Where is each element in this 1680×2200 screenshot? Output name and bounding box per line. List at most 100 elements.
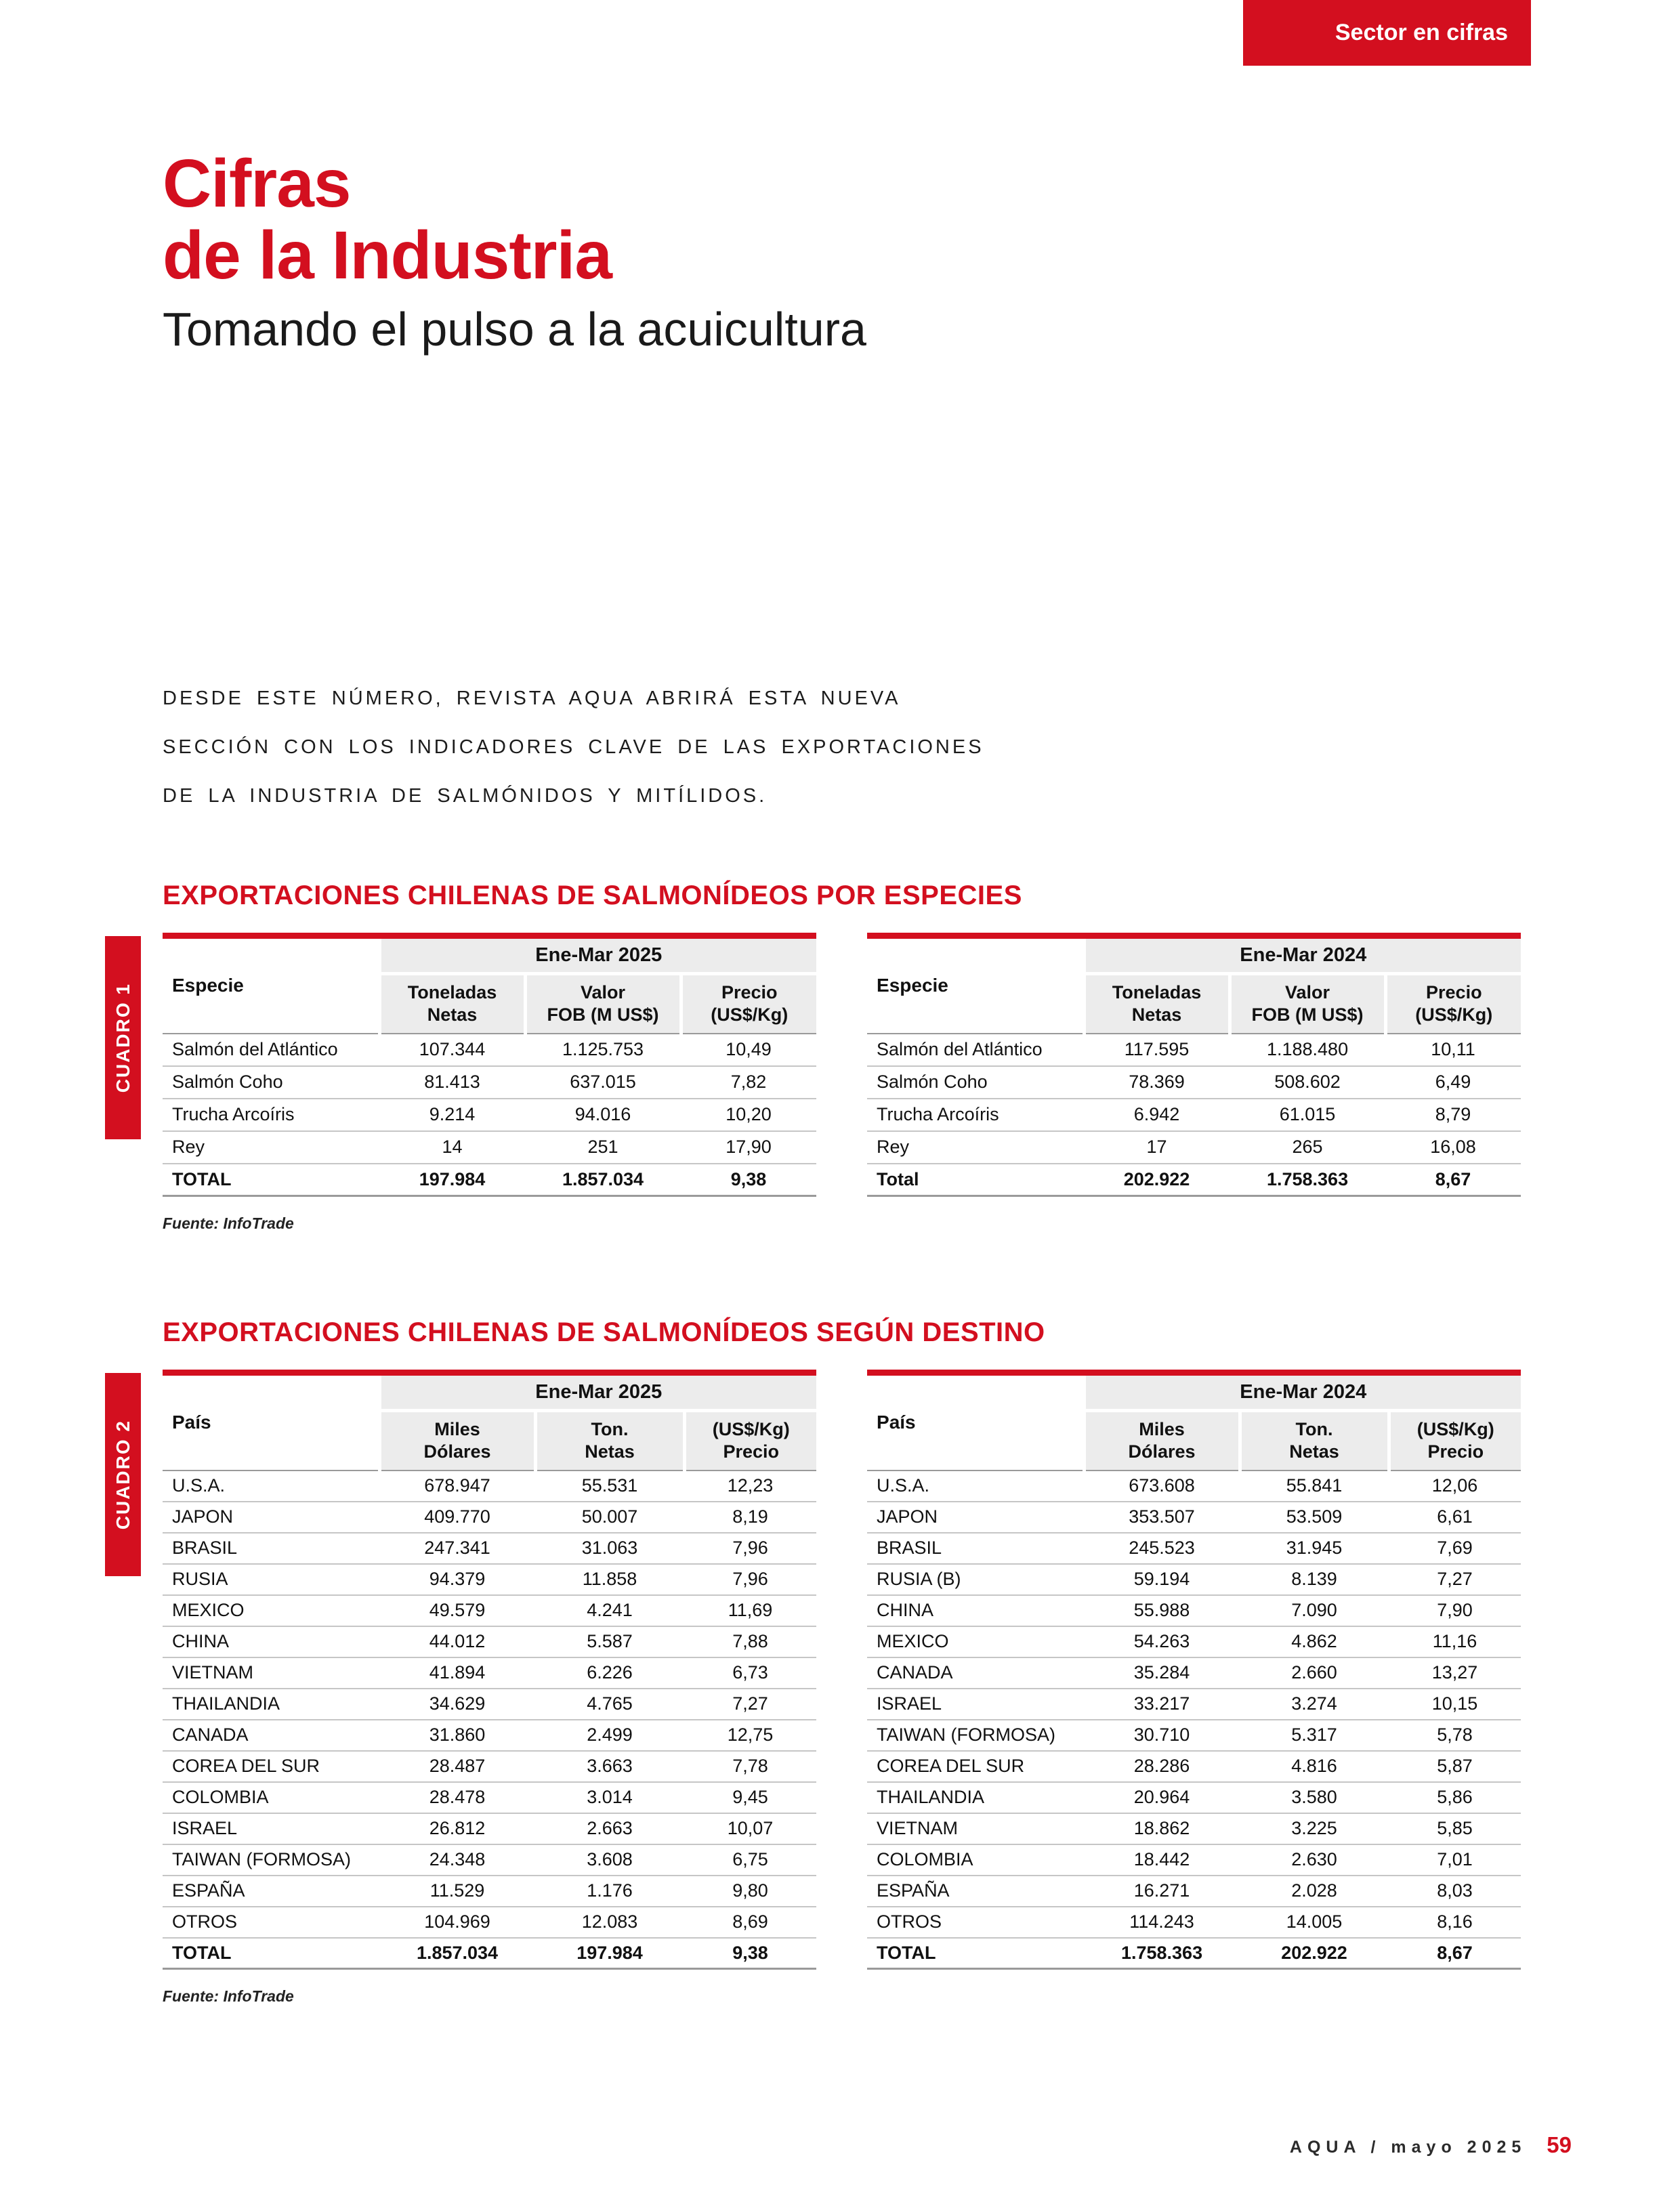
row-label-cell: COLOMBIA — [867, 1844, 1085, 1876]
value-cell: 33.217 — [1084, 1688, 1240, 1720]
table-row: THAILANDIA 20.964 3.580 5,86 — [867, 1781, 1521, 1814]
value-cell: 20.964 — [1084, 1781, 1240, 1814]
table-row: RUSIA 94.379 11.858 7,96 — [163, 1563, 817, 1596]
table-row: TAIWAN (FORMOSA) 30.710 5.317 5,78 — [867, 1719, 1521, 1752]
table-row: COREA DEL SUR 28.487 3.663 7,78 — [163, 1750, 817, 1783]
table-row: JAPON 409.770 50.007 8,19 — [163, 1501, 817, 1533]
value-cell: 17,90 — [681, 1130, 817, 1164]
value-cell: 508.602 — [1230, 1065, 1386, 1099]
row-label-cell: Salmón Coho — [163, 1065, 379, 1099]
value-cell: 8,79 — [1385, 1098, 1521, 1132]
value-cell: 10,15 — [1389, 1688, 1521, 1720]
row-label-cell: CHINA — [163, 1626, 379, 1658]
section-badge-label: Sector en cifras — [1335, 20, 1508, 45]
value-cell: 5,85 — [1389, 1813, 1521, 1845]
table-row: OTROS 104.969 12.083 8,69 — [163, 1906, 817, 1939]
value-cell: 55.531 — [535, 1470, 684, 1502]
value-cell: 7,69 — [1389, 1532, 1521, 1565]
table-row: U.S.A. 673.608 55.841 12,06 — [867, 1470, 1521, 1502]
value-cell: 265 — [1230, 1130, 1386, 1164]
table-row: Salmón del Atlántico 117.595 1.188.480 10,1… — [867, 1033, 1521, 1067]
value-cell: 7,27 — [684, 1688, 817, 1720]
table-row: BRASIL 247.341 31.063 7,96 — [163, 1532, 817, 1565]
value-cell: 8,16 — [1389, 1906, 1521, 1939]
value-cell: 197.984 — [535, 1937, 684, 1970]
table-row: ESPAÑA 11.529 1.176 9,80 — [163, 1875, 817, 1907]
value-cell: 9,38 — [684, 1937, 817, 1970]
value-cell: 6,61 — [1389, 1501, 1521, 1533]
cuadro-2-tab-label: CUADRO 2 — [112, 1419, 133, 1530]
source-note: Fuente: InfoTrade — [163, 1214, 294, 1232]
value-cell: 7,27 — [1389, 1563, 1521, 1596]
value-cell: 2.660 — [1240, 1657, 1389, 1689]
value-cell: 409.770 — [379, 1501, 535, 1533]
value-cell: 7,88 — [684, 1626, 817, 1658]
column-header-precio: Precio (US$/Kg) — [1383, 973, 1521, 1034]
table-row: TAIWAN (FORMOSA) 24.348 3.608 6,75 — [163, 1844, 817, 1876]
value-cell: 8,69 — [684, 1906, 817, 1939]
value-cell: 4.241 — [535, 1594, 684, 1627]
value-cell: 7,82 — [681, 1065, 817, 1099]
value-cell: 8,67 — [1385, 1163, 1521, 1197]
column-header-toneladas: Toneladas Netas — [1082, 973, 1230, 1034]
value-cell: 31.860 — [379, 1719, 535, 1752]
row-label-cell: CANADA — [163, 1719, 379, 1752]
row-label-cell: COREA DEL SUR — [163, 1750, 379, 1783]
value-cell: 13,27 — [1389, 1657, 1521, 1689]
value-cell: 9,45 — [684, 1781, 817, 1814]
value-cell: 8,03 — [1389, 1875, 1521, 1907]
row-label-cell: VIETNAM — [867, 1813, 1085, 1845]
table-row: Salmón del Atlántico 107.344 1.125.753 10,4… — [163, 1033, 817, 1067]
row-label-cell: MEXICO — [867, 1626, 1085, 1658]
value-cell: 6.226 — [535, 1657, 684, 1689]
value-cell: 3.608 — [535, 1844, 684, 1876]
column-header-toneladas: Toneladas Netas — [377, 973, 525, 1034]
column-header-precio: (US$/Kg) Precio — [682, 1410, 817, 1471]
value-cell: 34.629 — [379, 1688, 535, 1720]
table-destinos-2025: País Ene-Mar 2025 Miles Dólares Ton. Net… — [163, 1370, 817, 1970]
value-cell: 3.225 — [1240, 1813, 1389, 1845]
value-cell: 28.487 — [379, 1750, 535, 1783]
cuadro-2-heading: EXPORTACIONES CHILENAS DE SALMONÍDEOS SE… — [163, 1317, 1045, 1347]
row-label-cell: COREA DEL SUR — [867, 1750, 1085, 1783]
table-especies-2024: Especie Ene-Mar 2024 Toneladas Netas Val… — [867, 933, 1521, 1197]
row-label-cell: CHINA — [867, 1594, 1085, 1627]
row-label-cell: Salmón del Atlántico — [867, 1033, 1085, 1067]
column-header-ton-netas: Ton. Netas — [1238, 1410, 1389, 1471]
column-header-pais: País — [867, 1372, 1085, 1471]
row-label-cell: Total — [867, 1163, 1085, 1197]
cuadro-2-tab: CUADRO 2 — [105, 1373, 141, 1576]
value-cell: 35.284 — [1084, 1657, 1240, 1689]
value-cell: 81.413 — [379, 1065, 525, 1099]
value-cell: 9,80 — [684, 1875, 817, 1907]
value-cell: 353.507 — [1084, 1501, 1240, 1533]
value-cell: 94.016 — [525, 1098, 681, 1132]
table-total-row: TOTAL 1.857.034 197.984 9,38 — [163, 1937, 817, 1970]
column-header-pais: País — [163, 1372, 379, 1471]
value-cell: 50.007 — [535, 1501, 684, 1533]
intro-line-1: DESDE ESTE NÚMERO, REVISTA AQUA ABRIRÁ E… — [163, 688, 901, 709]
value-cell: 31.063 — [535, 1532, 684, 1565]
period-header-2024: Ene-Mar 2024 — [1082, 935, 1521, 975]
table-row: RUSIA (B) 59.194 8.139 7,27 — [867, 1563, 1521, 1596]
table-row: MEXICO 54.263 4.862 11,16 — [867, 1626, 1521, 1658]
row-label-cell: MEXICO — [163, 1594, 379, 1627]
page-title-line1: Cifras — [163, 146, 351, 221]
column-header-precio: (US$/Kg) Precio — [1387, 1410, 1521, 1471]
value-cell: 7,96 — [684, 1532, 817, 1565]
row-label-cell: THAILANDIA — [163, 1688, 379, 1720]
column-header-precio: Precio (US$/Kg) — [679, 973, 817, 1034]
value-cell: 5,87 — [1389, 1750, 1521, 1783]
value-cell: 5,78 — [1389, 1719, 1521, 1752]
value-cell: 16.271 — [1084, 1875, 1240, 1907]
value-cell: 1.125.753 — [525, 1033, 681, 1067]
value-cell: 24.348 — [379, 1844, 535, 1876]
source-note: Fuente: InfoTrade — [163, 1987, 294, 2005]
column-header-especie: Especie — [867, 935, 1085, 1034]
period-header-2024: Ene-Mar 2024 — [1082, 1372, 1521, 1412]
value-cell: 1.176 — [535, 1875, 684, 1907]
value-cell: 11.858 — [535, 1563, 684, 1596]
intro-line-2: SECCIÓN CON LOS INDICADORES CLAVE DE LAS… — [163, 736, 984, 758]
value-cell: 4.862 — [1240, 1626, 1389, 1658]
value-cell: 14.005 — [1240, 1906, 1389, 1939]
